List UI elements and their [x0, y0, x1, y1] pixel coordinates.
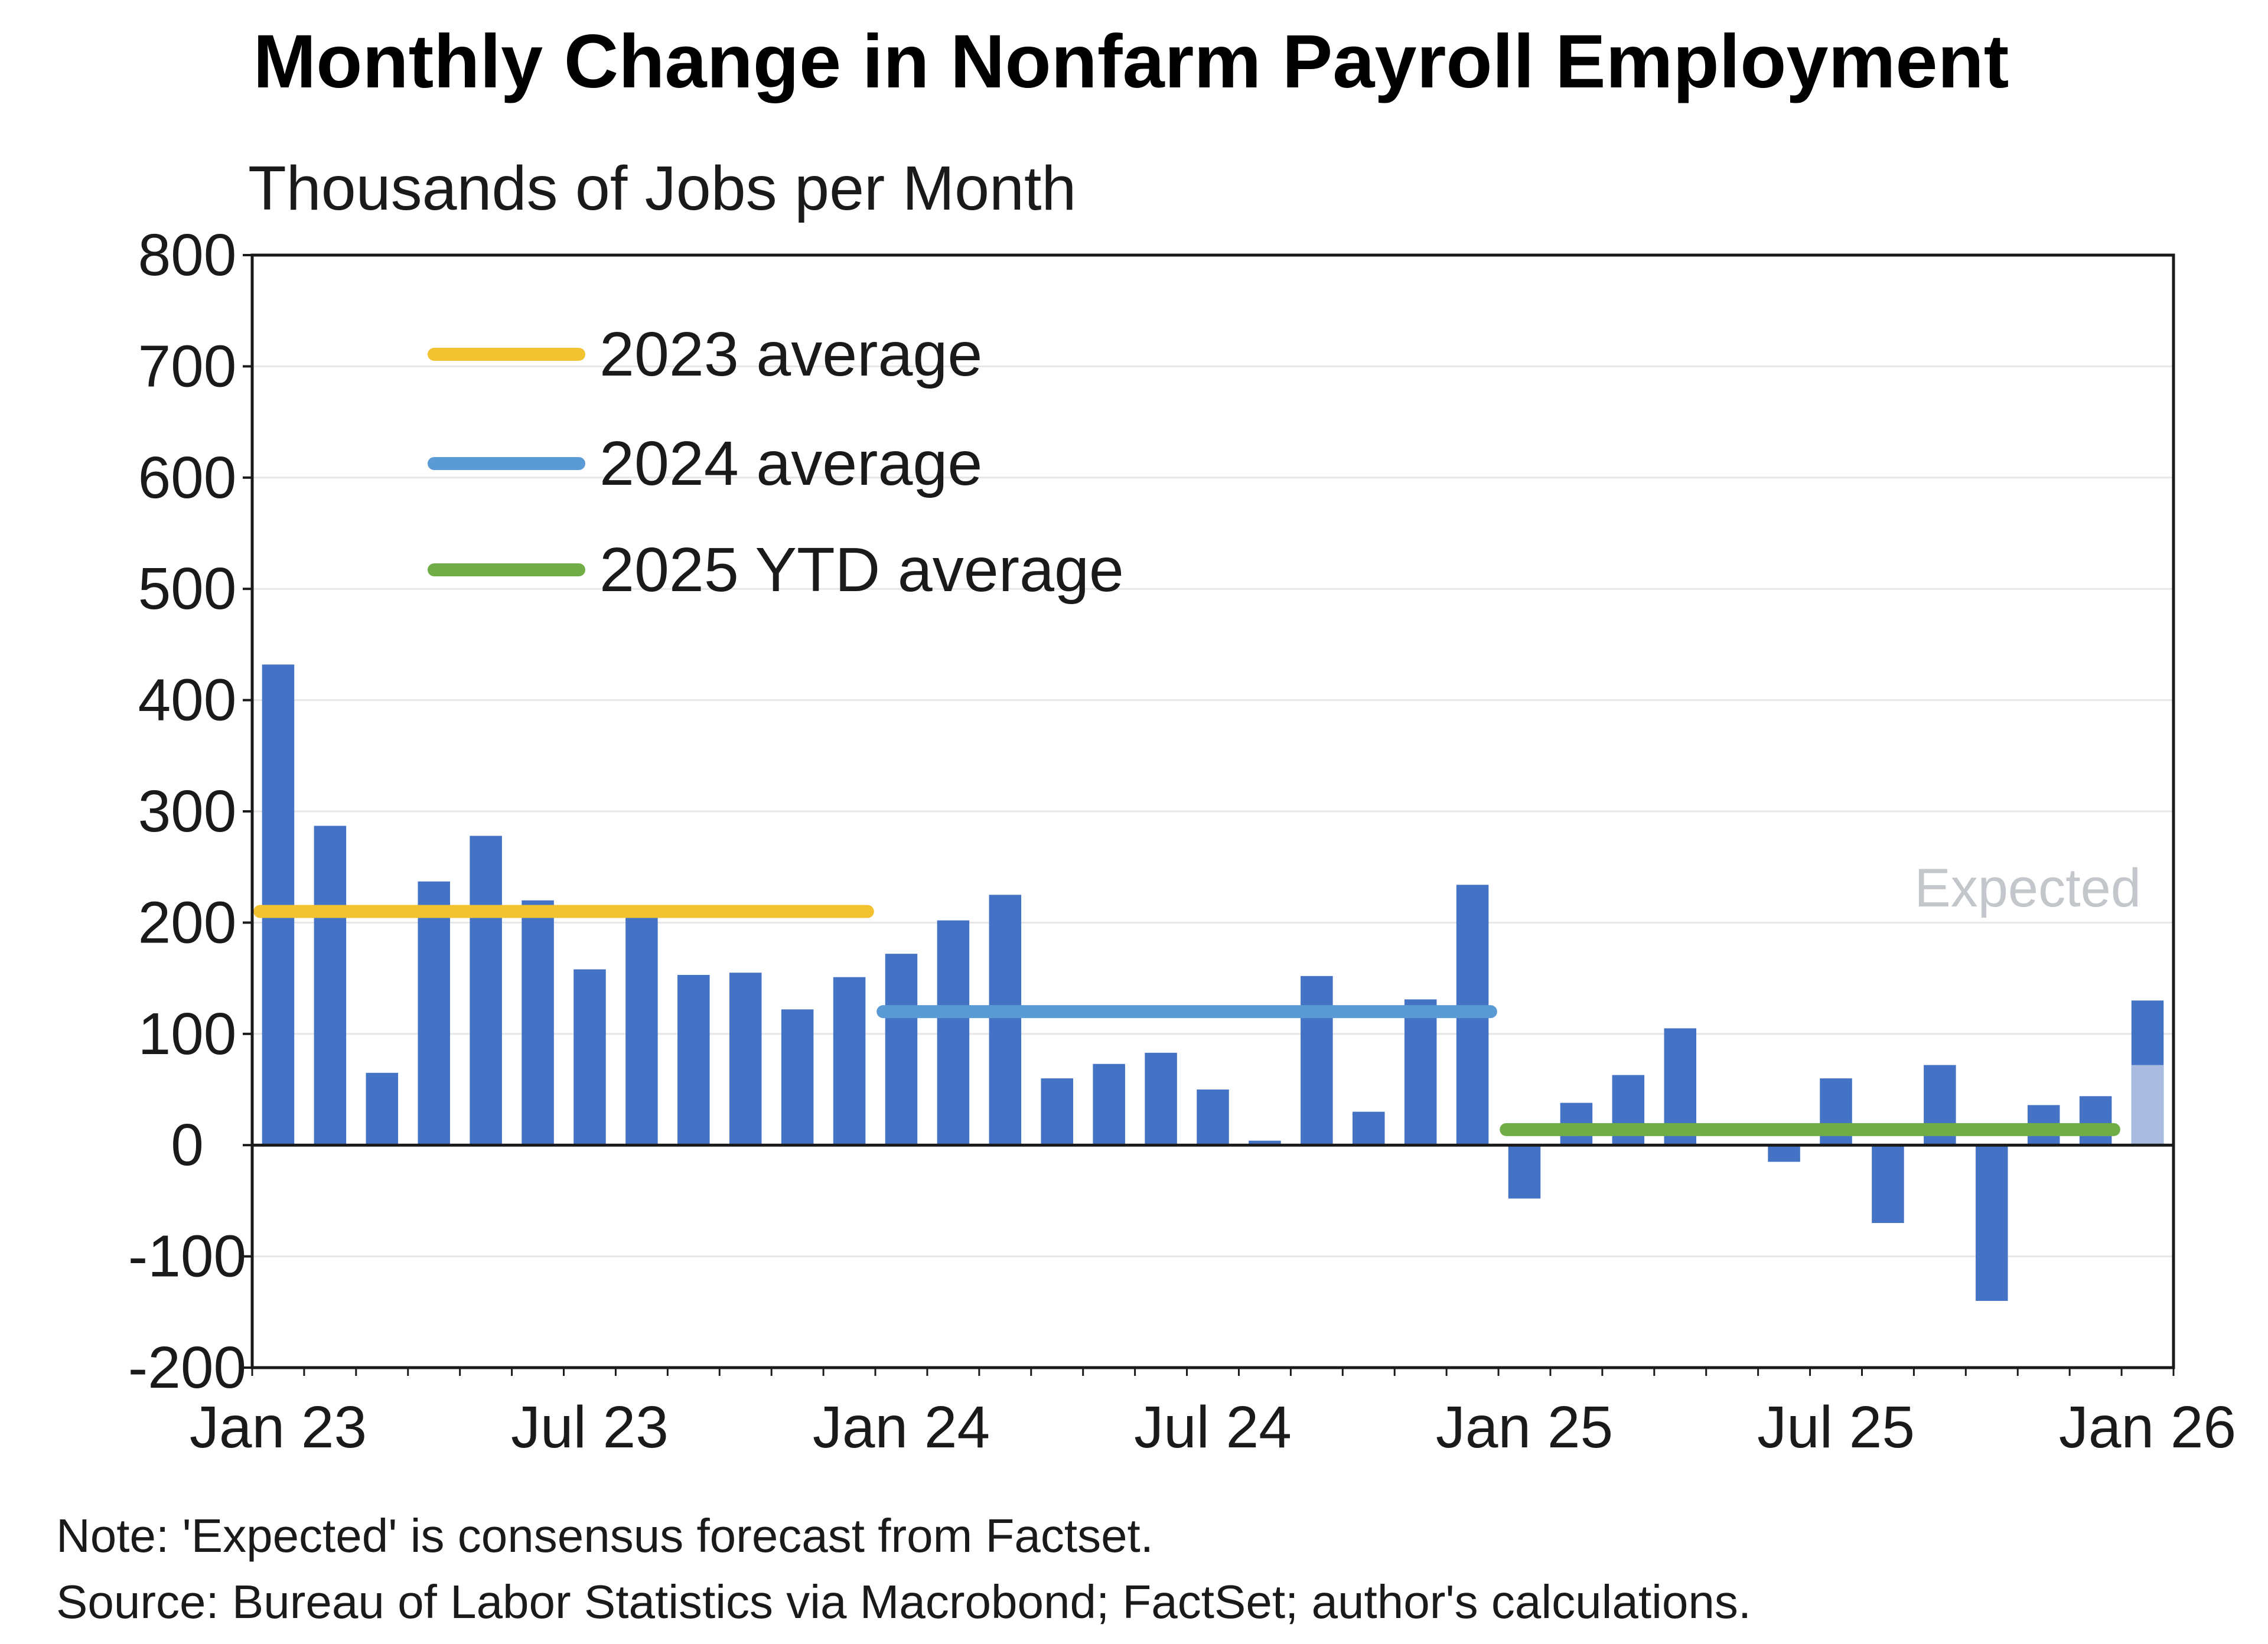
- y-tick-label: 0: [171, 1112, 204, 1178]
- legend-label: 2023 average: [599, 319, 982, 389]
- chart-source: Source: Bureau of Labor Statistics via M…: [56, 1576, 1751, 1628]
- y-tick-label: -200: [128, 1335, 246, 1401]
- bar: [1041, 1078, 1073, 1146]
- bar: [1197, 1090, 1229, 1146]
- bar: [418, 881, 450, 1146]
- x-tick-label: Jan 24: [813, 1394, 990, 1460]
- y-tick-label: 100: [138, 1001, 237, 1067]
- bar: [677, 974, 710, 1146]
- y-tick-label: 400: [138, 667, 237, 733]
- x-tick-label: Jul 25: [1757, 1394, 1915, 1460]
- y-axis-units-label: Thousands of Jobs per Month: [248, 154, 1076, 223]
- bar: [573, 969, 606, 1146]
- bar: [1404, 999, 1437, 1146]
- bar: [833, 977, 866, 1146]
- bar: [1301, 976, 1333, 1146]
- x-tick-label: Jan 25: [1436, 1394, 1613, 1460]
- bar: [1508, 1145, 1541, 1199]
- bar: [1145, 1052, 1177, 1146]
- y-tick-label: 600: [138, 445, 237, 511]
- bar: [522, 900, 554, 1146]
- bar: [781, 1009, 814, 1146]
- expected-label: Expected: [1914, 858, 2141, 918]
- bar: [729, 973, 762, 1146]
- bar: [1249, 1140, 1281, 1146]
- x-tick-label: Jan 23: [190, 1394, 367, 1460]
- x-axis-ticks: Jan 23 Jul 23 Jan 24 Jul 24 Jan 25 Jul 25 Jan …: [190, 1368, 2236, 1460]
- chart-note: Note: 'Expected' is consensus forecast f…: [56, 1509, 1153, 1562]
- y-tick-label: 500: [138, 556, 237, 622]
- bar: [366, 1072, 399, 1146]
- legend-label: 2024 average: [599, 429, 982, 498]
- y-tick-label: 200: [138, 889, 237, 955]
- bar: [625, 906, 658, 1146]
- bars: [262, 664, 2164, 1301]
- average-lines: [253, 905, 2120, 1136]
- bar: [2079, 1096, 2112, 1146]
- x-tick-label: Jul 24: [1134, 1394, 1292, 1460]
- x-tick-label: Jan 26: [2059, 1394, 2236, 1460]
- bar: [989, 895, 1022, 1146]
- y-tick-label: 300: [138, 778, 237, 844]
- bar: [937, 920, 970, 1146]
- y-tick-label: 700: [138, 333, 237, 399]
- y-axis-ticks: 800 700 600 500 400 300 200 100 0 -100 -200: [128, 222, 252, 1401]
- y-tick-label: -100: [128, 1224, 246, 1290]
- bar: [885, 954, 918, 1146]
- bar: [262, 664, 295, 1146]
- legend-label: 2025 YTD average: [599, 535, 1124, 605]
- y-tick-label: 800: [138, 222, 237, 288]
- bar: [1768, 1145, 1800, 1162]
- bar: [1353, 1111, 1385, 1146]
- bar: [1976, 1145, 2008, 1301]
- gridlines: [252, 365, 2174, 1258]
- expected-bar: [2131, 1065, 2164, 1146]
- bar: [470, 836, 502, 1146]
- legend: 2023 average 2024 average 2025 YTD average: [428, 319, 1124, 605]
- bar: [1872, 1145, 1904, 1224]
- chart-title: Monthly Change in Nonfarm Payroll Employ…: [253, 19, 2009, 104]
- bar: [314, 826, 347, 1146]
- x-tick-label: Jul 23: [511, 1394, 669, 1460]
- bar: [1093, 1064, 1125, 1146]
